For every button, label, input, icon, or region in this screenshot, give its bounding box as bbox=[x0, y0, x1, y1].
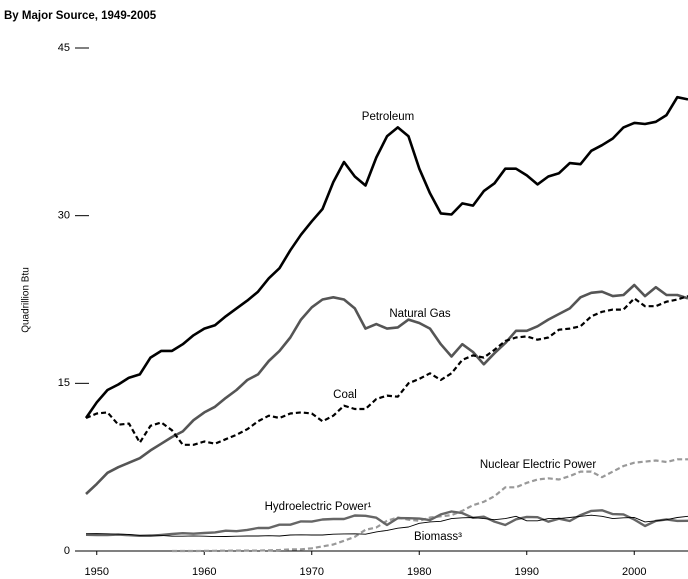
series-label: Petroleum bbox=[362, 111, 414, 123]
y-tick-label: 0 bbox=[64, 545, 70, 557]
series-label: Nuclear Electric Power bbox=[480, 459, 596, 471]
x-tick-label: 1970 bbox=[300, 566, 324, 578]
series-line bbox=[85, 283, 688, 495]
series-label: Biomass³ bbox=[414, 531, 462, 543]
series-line bbox=[85, 295, 688, 446]
series-line bbox=[84, 95, 688, 419]
series-line bbox=[85, 509, 688, 537]
chart-title: By Major Source, 1949-2005 bbox=[4, 10, 157, 22]
y-tick-label: 15 bbox=[58, 377, 70, 389]
series-label: Hydroelectric Power¹ bbox=[265, 501, 372, 513]
series-line bbox=[172, 458, 688, 553]
x-tick-label: 2000 bbox=[622, 566, 646, 578]
y-tick-label: 45 bbox=[58, 42, 70, 54]
series-label: Natural Gas bbox=[389, 308, 451, 320]
x-tick-label: 1990 bbox=[515, 566, 539, 578]
series-line bbox=[85, 514, 688, 538]
x-tick-label: 1980 bbox=[407, 566, 431, 578]
y-axis-label: Quadrillion Btu bbox=[21, 267, 32, 333]
y-tick-label: 30 bbox=[58, 210, 70, 222]
x-tick-label: 1950 bbox=[85, 566, 109, 578]
series-label: Coal bbox=[333, 389, 357, 401]
x-tick-label: 1960 bbox=[192, 566, 216, 578]
